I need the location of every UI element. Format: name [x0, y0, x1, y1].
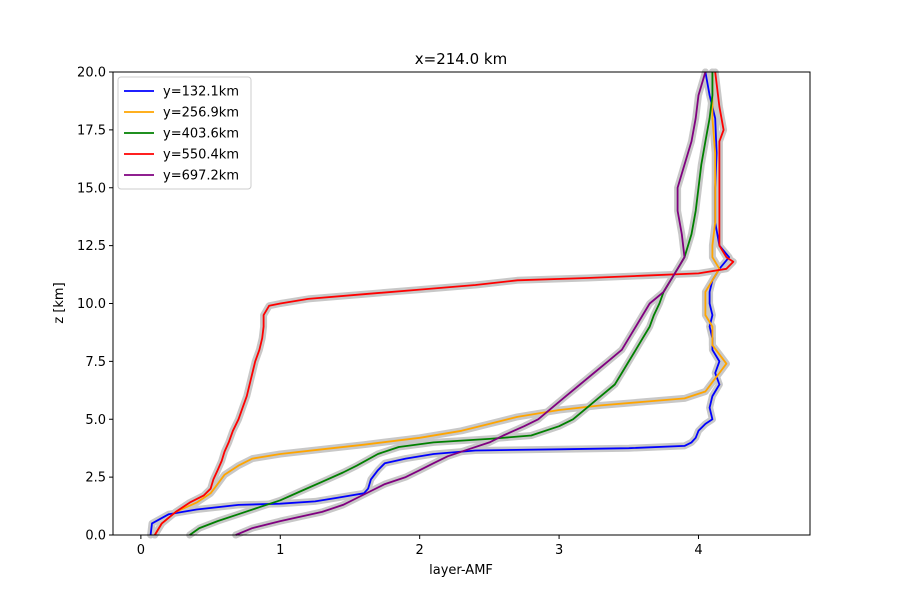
legend-label-4: y=550.4km	[163, 148, 239, 163]
y-tick-label: 17.5	[77, 123, 106, 138]
legend-label-1: y=132.1km	[163, 85, 239, 100]
series-line-1	[149, 71, 730, 536]
legend-label-2: y=256.9km	[163, 106, 239, 121]
legend-label-3: y=403.6km	[163, 127, 239, 142]
x-tick-label: 4	[694, 543, 702, 558]
x-axis: 0 1 2 3 4	[137, 535, 703, 558]
y-tick-label: 5.0	[85, 413, 106, 428]
series-line-3	[189, 72, 714, 536]
x-tick-label: 2	[416, 543, 424, 558]
y-tick-label: 20.0	[77, 66, 106, 81]
legend: y=132.1km y=256.9km y=403.6km y=550.4km y=69…	[117, 76, 252, 190]
y-tick-label: 12.5	[77, 239, 106, 254]
y-axis: 0.0 2.5 5.0 7.5 10.0 12.5 15.0 17.5 20.0	[77, 66, 113, 544]
y-tick-label: 10.0	[77, 297, 106, 312]
y-axis-label: z [km]	[52, 282, 67, 323]
series-line-2	[154, 72, 728, 536]
x-tick-label: 0	[137, 543, 145, 558]
y-tick-label: 2.5	[85, 471, 106, 486]
chart-title: x=214.0 km	[415, 50, 507, 68]
x-tick-label: 1	[276, 543, 284, 558]
series-line-5	[235, 71, 707, 536]
y-tick-label: 0.0	[85, 529, 106, 544]
y-tick-label: 7.5	[85, 355, 106, 370]
y-tick-label: 15.0	[77, 181, 106, 196]
x-tick-label: 3	[555, 543, 563, 558]
legend-box	[117, 76, 252, 190]
legend-label-5: y=697.2km	[163, 169, 239, 184]
series-line-4	[154, 71, 735, 536]
x-axis-label: layer-AMF	[429, 563, 493, 578]
series-lines	[149, 71, 735, 536]
